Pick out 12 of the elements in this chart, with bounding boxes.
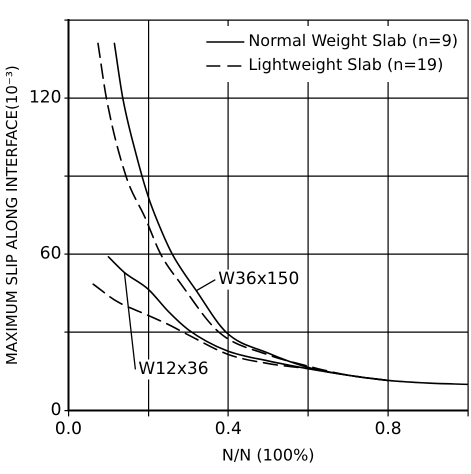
x-tick-label: 0.4 [214, 419, 242, 440]
x-axis-title: N/N (100%) [222, 446, 315, 465]
y-axis-title: MAXIMUM SLIP ALONG INTERFACE(10⁻³) [2, 65, 21, 366]
y-tick-label: 120 [28, 88, 62, 108]
y-tick-label: 60 [40, 244, 62, 264]
y-tick-label: 0 [50, 400, 62, 420]
annotation: W36x150 [218, 269, 300, 290]
annotation: W12x36 [138, 358, 209, 379]
x-tick-label: 0.8 [374, 419, 402, 440]
x-tick-label: 0.0 [54, 419, 82, 440]
legend-label: Normal Weight Slab (n=9) [248, 31, 458, 50]
legend-label: Lightweight Slab (n=19) [248, 55, 444, 74]
